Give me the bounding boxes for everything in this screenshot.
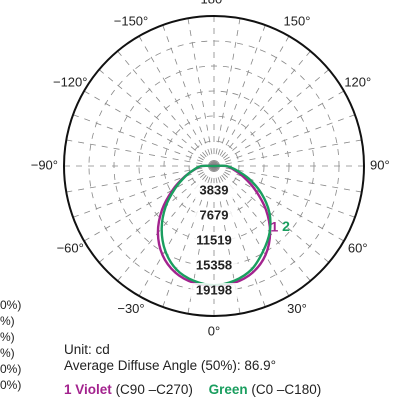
angle-tick-label: −150° [114, 14, 148, 29]
radial-tick-label: 19198 [196, 282, 232, 297]
left-stub-text: 0%) [0, 298, 22, 312]
average-angle-label: Average Diffuse Angle (50%): 86.9° [64, 358, 277, 373]
legend-series-name: Green [208, 382, 248, 397]
legend-plane: (C0 –C180) [251, 382, 322, 397]
angle-tick-label: 180° [201, 0, 228, 6]
radial-label-bg [194, 183, 234, 199]
legend-item-violet: 1 Violet (C90 –C270) [64, 382, 197, 397]
radial-label-bg [190, 258, 238, 274]
outer-circle [63, 15, 365, 317]
angle-tick-label: 150° [284, 14, 311, 29]
angle-tick-label: 120° [344, 74, 371, 89]
radial-tick-labels: 3839 7679 11519 15358 19198 [190, 182, 238, 299]
angle-tick-label: 60° [348, 240, 368, 255]
legend-item-green: Green (C0 –C180) [209, 382, 322, 397]
radial-tick-label: 11519 [196, 232, 231, 247]
left-stub-text: %) [0, 346, 15, 360]
unit-label: Unit: cd [64, 342, 110, 357]
grid-ring [163, 115, 265, 217]
angle-tick-label: −60° [57, 240, 84, 255]
radial-label-bg [190, 233, 238, 249]
angle-tick-label: 90° [370, 157, 390, 172]
left-stub-text: 0%) [0, 362, 22, 376]
legend-series-name: Violet [75, 382, 112, 397]
radial-label-bg [194, 208, 234, 224]
grid-spoke [213, 24, 266, 167]
radial-tick-label: 15358 [196, 257, 232, 272]
radial-tick-label: 3839 [200, 182, 229, 197]
polar-grid [63, 15, 365, 317]
grid-ring [138, 90, 290, 242]
grid-spoke [98, 69, 215, 167]
legend-index: 1 [64, 382, 72, 397]
series-index-label: 1 [271, 218, 279, 234]
legend: 1 Violet (C90 –C270) Green (C0 –C180) [64, 382, 321, 397]
left-stub-text: 0%) [0, 378, 22, 392]
grid-spoke [213, 90, 345, 167]
legend-plane: (C90 –C270) [115, 382, 193, 397]
radial-label-bg [190, 283, 238, 299]
left-stub-text: %) [0, 330, 15, 344]
angle-tick-labels: 180° 150° 120° 90° 60° 30° 0° −30° −60° −90° −120°… [31, 0, 390, 338]
radial-tick-label: 7679 [200, 207, 229, 222]
angle-tick-label: 30° [287, 301, 307, 316]
angle-tick-label: 0° [208, 323, 220, 338]
grid-spoke [66, 139, 215, 167]
left-stub-text: %) [0, 314, 15, 328]
angle-tick-label: −30° [117, 301, 144, 316]
angle-tick-label: −90° [31, 157, 58, 172]
grid-spoke [213, 35, 290, 167]
angle-tick-label: −120° [53, 74, 87, 89]
grid-spoke [72, 114, 215, 167]
series-index-label: 2 [282, 218, 290, 234]
